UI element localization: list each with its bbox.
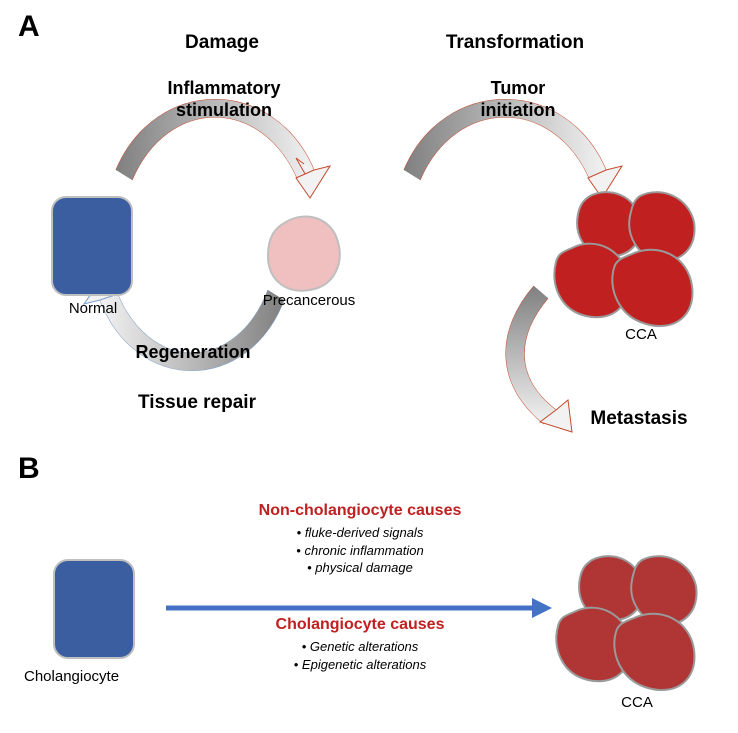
arrow-causes <box>166 598 552 618</box>
heading-noncholangiocyte: Non-cholangiocyte causes <box>230 502 490 520</box>
bullets-noncholangiocyte: • fluke-derived signals • chronic inflam… <box>240 524 480 577</box>
cholangiocyte-shape <box>54 560 134 658</box>
bullets-cholangiocyte: • Genetic alterations • Epigenetic alter… <box>252 638 468 673</box>
label-cholangiocyte: Cholangiocyte <box>24 668 164 686</box>
label-cca-b: CCA <box>612 694 662 712</box>
heading-cholangiocyte: Cholangiocyte causes <box>250 616 470 634</box>
cca-cluster-b <box>556 556 696 690</box>
